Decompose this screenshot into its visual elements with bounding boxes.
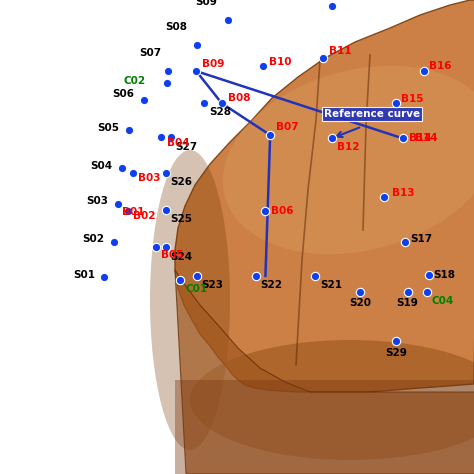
Text: B01: B01: [122, 207, 145, 218]
Text: S21: S21: [320, 280, 342, 291]
Text: B15: B15: [401, 93, 424, 104]
Text: S09: S09: [196, 0, 218, 7]
Text: S23: S23: [201, 280, 223, 291]
Text: S03: S03: [86, 196, 108, 207]
Ellipse shape: [190, 340, 474, 460]
Text: S24: S24: [171, 252, 193, 262]
Text: B10: B10: [269, 56, 291, 67]
Text: S29: S29: [385, 348, 407, 358]
Polygon shape: [175, 270, 474, 474]
Text: C04: C04: [431, 296, 454, 306]
Text: S25: S25: [171, 214, 192, 224]
Text: S06: S06: [112, 89, 134, 99]
Text: S08: S08: [165, 22, 187, 32]
Text: S02: S02: [82, 234, 104, 245]
Text: B16: B16: [429, 61, 451, 72]
Polygon shape: [175, 0, 474, 392]
Text: B08: B08: [228, 92, 250, 103]
Text: S22: S22: [261, 280, 283, 291]
Text: S28: S28: [210, 107, 231, 117]
Text: B11: B11: [329, 46, 351, 56]
Ellipse shape: [150, 150, 230, 450]
Text: S07: S07: [139, 48, 161, 58]
Text: B06: B06: [271, 206, 293, 216]
Text: B03: B03: [138, 173, 161, 183]
Polygon shape: [175, 380, 474, 474]
Text: C02: C02: [124, 75, 146, 86]
Text: S01: S01: [73, 270, 95, 280]
Text: S04: S04: [91, 161, 113, 171]
Text: B05: B05: [161, 249, 183, 260]
Text: B07: B07: [276, 121, 299, 132]
Text: B09: B09: [202, 59, 224, 69]
Text: B14: B14: [409, 133, 431, 144]
Text: Reference curve: Reference curve: [324, 109, 420, 119]
Text: B13: B13: [392, 188, 415, 198]
Text: S26: S26: [171, 177, 192, 188]
Text: C01: C01: [186, 284, 208, 294]
Text: B12: B12: [337, 142, 360, 152]
Text: S27: S27: [175, 142, 198, 152]
Text: B02: B02: [133, 210, 155, 221]
Text: S19: S19: [397, 298, 419, 309]
Text: S17: S17: [410, 234, 432, 245]
Text: B04: B04: [167, 138, 190, 148]
Text: S20: S20: [349, 298, 371, 309]
Text: B14: B14: [415, 133, 438, 144]
Ellipse shape: [223, 66, 474, 254]
Text: S18: S18: [434, 270, 456, 280]
Text: S05: S05: [98, 123, 119, 133]
